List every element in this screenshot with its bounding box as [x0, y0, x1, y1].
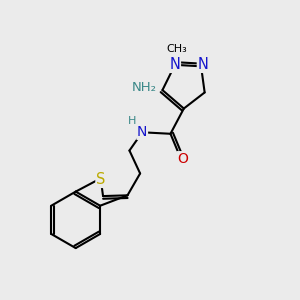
Text: N: N [197, 57, 208, 72]
Text: H: H [128, 116, 136, 126]
Text: S: S [96, 172, 105, 188]
Text: N: N [169, 57, 180, 72]
Text: O: O [177, 152, 188, 166]
Text: CH₃: CH₃ [166, 44, 187, 54]
Text: N: N [137, 125, 147, 139]
Text: NH₂: NH₂ [131, 81, 157, 94]
